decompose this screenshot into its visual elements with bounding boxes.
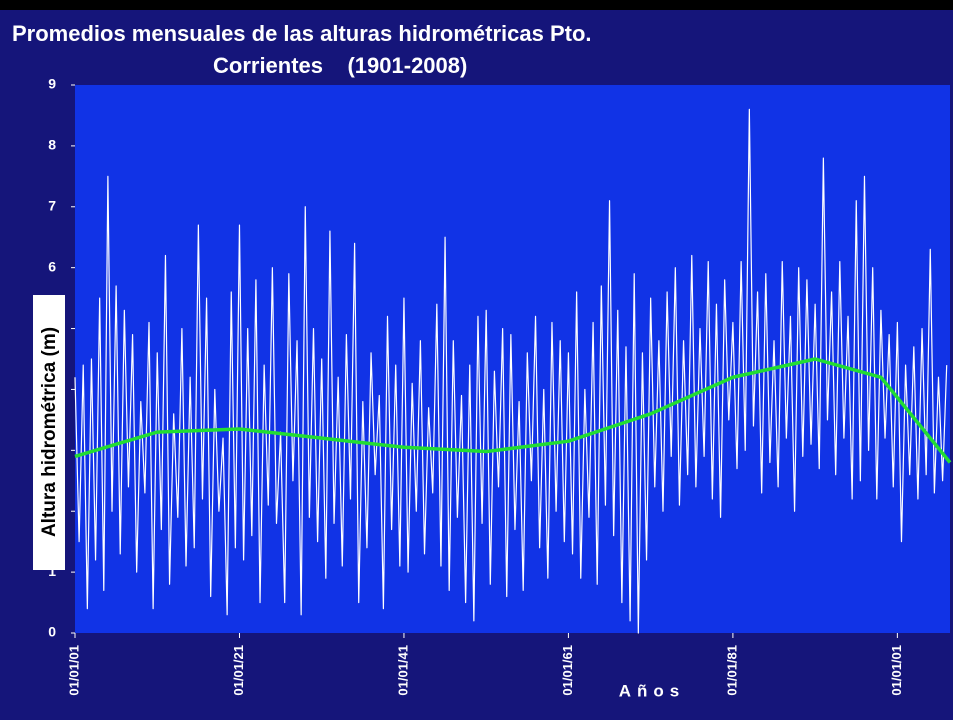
y-tick-label: 1	[48, 563, 56, 579]
y-axis-label: Altura hidrométrica (m)	[39, 327, 60, 537]
x-tick-label: 01/01/41	[395, 645, 410, 696]
x-tick-label: 01/01/21	[231, 645, 246, 696]
x-axis-label: Años	[619, 681, 686, 700]
x-tick-label: 01/01/01	[889, 645, 904, 696]
y-label-box	[33, 295, 65, 570]
series-line	[74, 108, 948, 634]
y-tick-label: 7	[48, 197, 56, 213]
top-bar	[0, 0, 953, 10]
y-tick-label: 6	[48, 258, 56, 274]
y-tick-label: 9	[48, 76, 56, 92]
series-line	[74, 357, 952, 464]
chart-title: Promedios mensuales de las alturas hidro…	[12, 21, 592, 46]
plot-area	[75, 85, 950, 633]
y-tick-label: 0	[48, 624, 56, 640]
x-tick-label: 01/01/61	[560, 645, 575, 696]
x-tick-label: 01/01/01	[66, 645, 81, 696]
y-tick-label: 8	[48, 137, 56, 153]
x-tick-label: 01/01/81	[724, 645, 739, 696]
chart-title: Corrientes (1901-2008)	[213, 53, 467, 78]
